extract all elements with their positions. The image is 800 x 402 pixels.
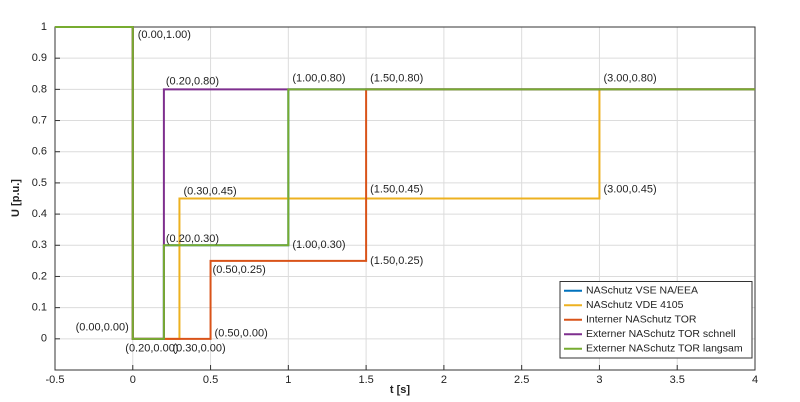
annotation: (0.50,0.25)	[213, 264, 266, 276]
annotation: (0.50,0.00)	[215, 328, 268, 340]
annotation: (0.20,0.30)	[166, 233, 219, 245]
y-tick-label: 0.2	[32, 270, 47, 282]
x-tick-label: 1	[285, 374, 291, 386]
x-tick-label: 0.5	[203, 374, 218, 386]
y-tick-label: 0.4	[32, 208, 47, 220]
x-tick-label: 1.5	[358, 374, 373, 386]
annotation: (1.00,0.80)	[292, 72, 345, 84]
x-tick-label: 3.5	[670, 374, 685, 386]
x-tick-label: -0.5	[46, 374, 65, 386]
y-tick-label: 0.8	[32, 83, 47, 95]
y-tick-label: 0.7	[32, 114, 47, 126]
annotation: (1.50,0.45)	[370, 183, 423, 195]
annotation: (3.00,0.80)	[603, 72, 656, 84]
y-tick-label: 0.6	[32, 146, 47, 158]
annotation: (0.30,0.45)	[183, 185, 236, 197]
y-axis-label: U [p.u.]	[10, 179, 22, 217]
annotation: (0.20,0.80)	[166, 75, 219, 87]
annotation: (1.50,0.80)	[370, 72, 423, 84]
x-tick-label: 2.5	[514, 374, 529, 386]
annotation: (0.00,0.00)	[76, 322, 129, 334]
y-tick-label: 0.3	[32, 239, 47, 251]
annotation: (1.00,0.30)	[292, 239, 345, 251]
legend-box	[559, 281, 753, 359]
series-line	[55, 26, 755, 340]
legend-label: Interner NASchutz TOR	[586, 314, 697, 326]
annotation: (0.30,0.00)	[172, 343, 225, 355]
x-axis-label: t [s]	[390, 384, 411, 396]
x-tick-label: 4	[752, 374, 758, 386]
legend-label: Externer NASchutz TOR schnell	[586, 328, 736, 340]
x-tick-label: 0	[130, 374, 136, 386]
legend-label: NASchutz VDE 4105	[586, 299, 684, 311]
y-tick-label: 0.1	[32, 302, 47, 314]
plot-frame	[54, 26, 756, 371]
legend-label: NASchutz VSE NA/EEA	[586, 285, 698, 297]
y-tick-label: 1	[41, 21, 47, 33]
y-tick-label: 0	[41, 333, 47, 345]
annotation: (3.00,0.45)	[603, 183, 656, 195]
x-tick-label: 2	[441, 374, 447, 386]
annotation: (0.00,1.00)	[138, 29, 191, 41]
x-tick-label: 3	[596, 374, 602, 386]
legend-label: Externer NASchutz TOR langsam	[586, 343, 743, 355]
y-tick-label: 0.5	[32, 177, 47, 189]
y-tick-label: 0.9	[32, 52, 47, 64]
annotation: (1.50,0.25)	[370, 255, 423, 267]
annotation: (0.20,0.00)	[125, 343, 178, 355]
